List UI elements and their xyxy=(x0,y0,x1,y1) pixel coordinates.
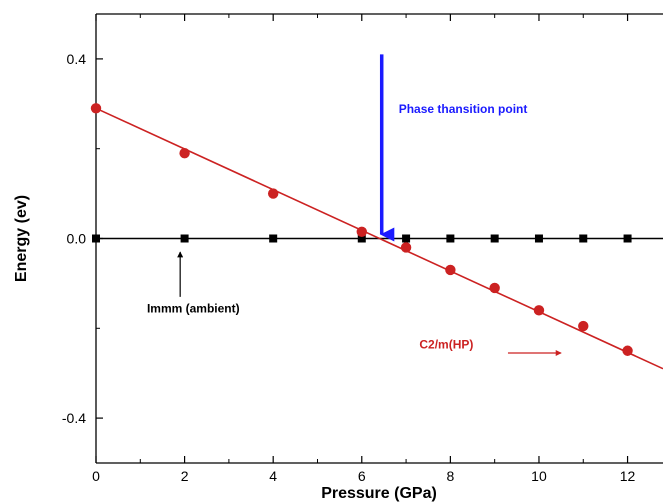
data-point-circle xyxy=(267,188,279,199)
immm-ambient-label: Immm (ambient) xyxy=(147,302,240,316)
x-tick-label: 8 xyxy=(446,468,454,484)
data-point-circle xyxy=(445,264,456,276)
data-point-square xyxy=(446,234,455,243)
data-point-circle xyxy=(356,226,367,237)
c2m-hp-label: C2/m(HP) xyxy=(419,338,473,352)
annotation-layer xyxy=(177,54,562,356)
data-point-circle xyxy=(400,242,412,253)
y-tick-label: 0.0 xyxy=(67,231,87,247)
x-tick-label: 6 xyxy=(358,468,366,484)
data-point-square xyxy=(402,234,411,243)
data-point-circle xyxy=(622,345,633,356)
series-layer xyxy=(90,103,663,370)
data-point-square xyxy=(92,234,100,243)
x-axis-title: Pressure (GPa) xyxy=(321,485,437,502)
x-tick-label: 0 xyxy=(92,468,100,484)
x-axis: 0 2 4 6 8 10 12 xyxy=(92,14,636,484)
x-tick-label: 12 xyxy=(620,468,636,484)
y-axis: -0.4 0.0 0.4 xyxy=(62,51,103,426)
data-point-circle xyxy=(90,103,102,114)
y-axis-title: Energy (ev) xyxy=(13,195,30,282)
data-point-square xyxy=(579,234,588,243)
data-point-circle xyxy=(533,305,545,316)
data-point-square xyxy=(269,234,278,243)
data-point-circle xyxy=(179,147,190,159)
data-point-circle xyxy=(489,282,500,294)
data-point-circle xyxy=(578,320,589,332)
series-line-1 xyxy=(95,107,663,370)
y-tick-label: -0.4 xyxy=(62,410,86,426)
data-point-square xyxy=(534,234,543,243)
data-point-square xyxy=(180,234,189,243)
data-point-square xyxy=(357,234,366,243)
data-point-square xyxy=(490,234,499,243)
phase-transition-label: Phase thansition point xyxy=(399,102,528,116)
x-tick-label: 10 xyxy=(531,468,547,484)
x-tick-label: 2 xyxy=(181,468,189,484)
x-tick-label: 4 xyxy=(269,468,277,484)
y-tick-label: 0.4 xyxy=(67,51,87,67)
data-point-square xyxy=(623,234,632,243)
